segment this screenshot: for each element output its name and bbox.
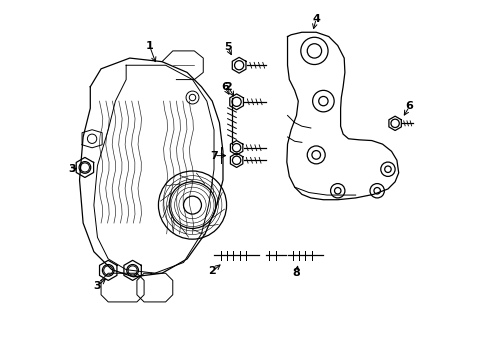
- Text: 1: 1: [145, 41, 153, 50]
- Text: 6: 6: [405, 102, 412, 112]
- Text: 3: 3: [68, 164, 75, 174]
- Text: 5: 5: [224, 42, 231, 52]
- Text: 6: 6: [221, 82, 228, 92]
- Text: 4: 4: [312, 14, 320, 24]
- Text: 8: 8: [292, 267, 300, 278]
- Text: 3: 3: [94, 281, 101, 291]
- Text: 7: 7: [210, 150, 218, 161]
- Text: 2: 2: [224, 82, 232, 92]
- Text: 2: 2: [208, 266, 216, 276]
